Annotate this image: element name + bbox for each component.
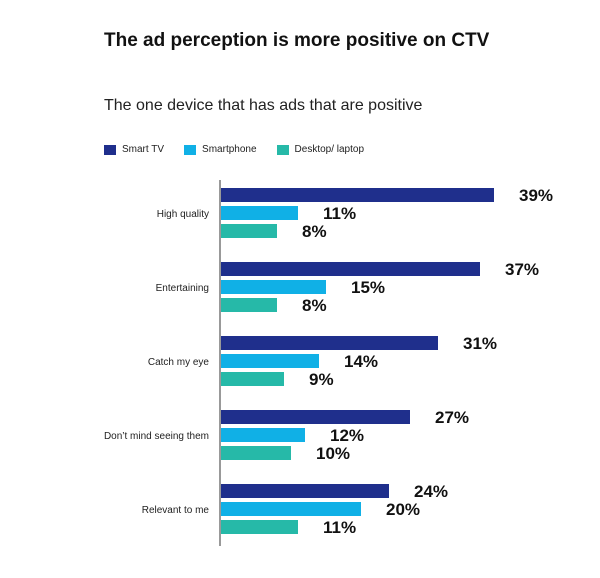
bar-smartphone-entertaining: [221, 280, 326, 294]
bar-smart-tv-entertaining: [221, 262, 480, 276]
value-label-smart-tv-high-quality: 39%: [519, 186, 553, 205]
legend-item-smart-tv: Smart TV: [104, 144, 164, 155]
bar-smart-tv-relevant-to-me: [221, 484, 389, 498]
value-label-smartphone-entertaining: 15%: [351, 278, 385, 297]
bar-smart-tv-don-t-mind-seeing-them: [221, 410, 410, 424]
value-label-smart-tv-catch-my-eye: 31%: [463, 334, 497, 353]
bar-desktop-laptop-relevant-to-me: [221, 520, 298, 534]
legend-swatch-desktop-laptop: [276, 144, 289, 155]
value-label-desktop-laptop-don-t-mind-seeing-them: 10%: [316, 444, 350, 463]
bar-smartphone-relevant-to-me: [221, 502, 361, 516]
legend-label-smart-tv: Smart TV: [122, 144, 165, 155]
bar-smart-tv-catch-my-eye: [221, 336, 438, 350]
value-label-smartphone-high-quality: 11%: [323, 204, 356, 223]
bar-desktop-laptop-catch-my-eye: [221, 372, 284, 386]
category-label-high-quality: High quality: [157, 209, 209, 220]
legend-item-desktop-laptop: Desktop/ laptop: [276, 144, 365, 155]
chart-subtitle: The one device that has ads that are pos…: [104, 97, 423, 114]
bar-smartphone-don-t-mind-seeing-them: [221, 428, 305, 442]
value-label-smart-tv-relevant-to-me: 24%: [414, 482, 448, 501]
legend-swatch-smart-tv: [104, 144, 116, 155]
value-label-smartphone-don-t-mind-seeing-them: 12%: [330, 426, 364, 445]
value-label-smartphone-relevant-to-me: 20%: [386, 500, 420, 519]
value-label-desktop-laptop-catch-my-eye: 9%: [309, 370, 334, 389]
bar-desktop-laptop-don-t-mind-seeing-them: [221, 446, 291, 460]
value-label-desktop-laptop-entertaining: 8%: [302, 296, 327, 315]
category-label-catch-my-eye: Catch my eye: [148, 357, 210, 368]
bar-smart-tv-high-quality: [221, 188, 494, 202]
chart-title: The ad perception is more positive on CT…: [104, 30, 490, 51]
legend-swatch-smartphone: [184, 144, 197, 155]
bar-desktop-laptop-entertaining: [221, 298, 277, 312]
value-label-desktop-laptop-relevant-to-me: 11%: [323, 518, 356, 537]
legend-label-smartphone: Smartphone: [202, 144, 257, 155]
category-label-entertaining: Entertaining: [156, 283, 209, 294]
bar-smartphone-high-quality: [221, 206, 298, 220]
value-label-smart-tv-don-t-mind-seeing-them: 27%: [435, 408, 469, 427]
bar-desktop-laptop-high-quality: [221, 224, 277, 238]
value-label-smartphone-catch-my-eye: 14%: [344, 352, 378, 371]
category-label-relevant-to-me: Relevant to me: [142, 505, 210, 516]
value-label-desktop-laptop-high-quality: 8%: [302, 222, 327, 241]
bar-smartphone-catch-my-eye: [221, 354, 319, 368]
value-label-smart-tv-entertaining: 37%: [505, 260, 539, 279]
legend-label-desktop-laptop: Desktop/ laptop: [294, 144, 365, 155]
legend: Smart TV Smartphone Desktop/ laptop: [104, 144, 384, 155]
category-label-don-t-mind-seeing-them: Don’t mind seeing them: [104, 431, 209, 442]
legend-item-smartphone: Smartphone: [184, 144, 257, 155]
